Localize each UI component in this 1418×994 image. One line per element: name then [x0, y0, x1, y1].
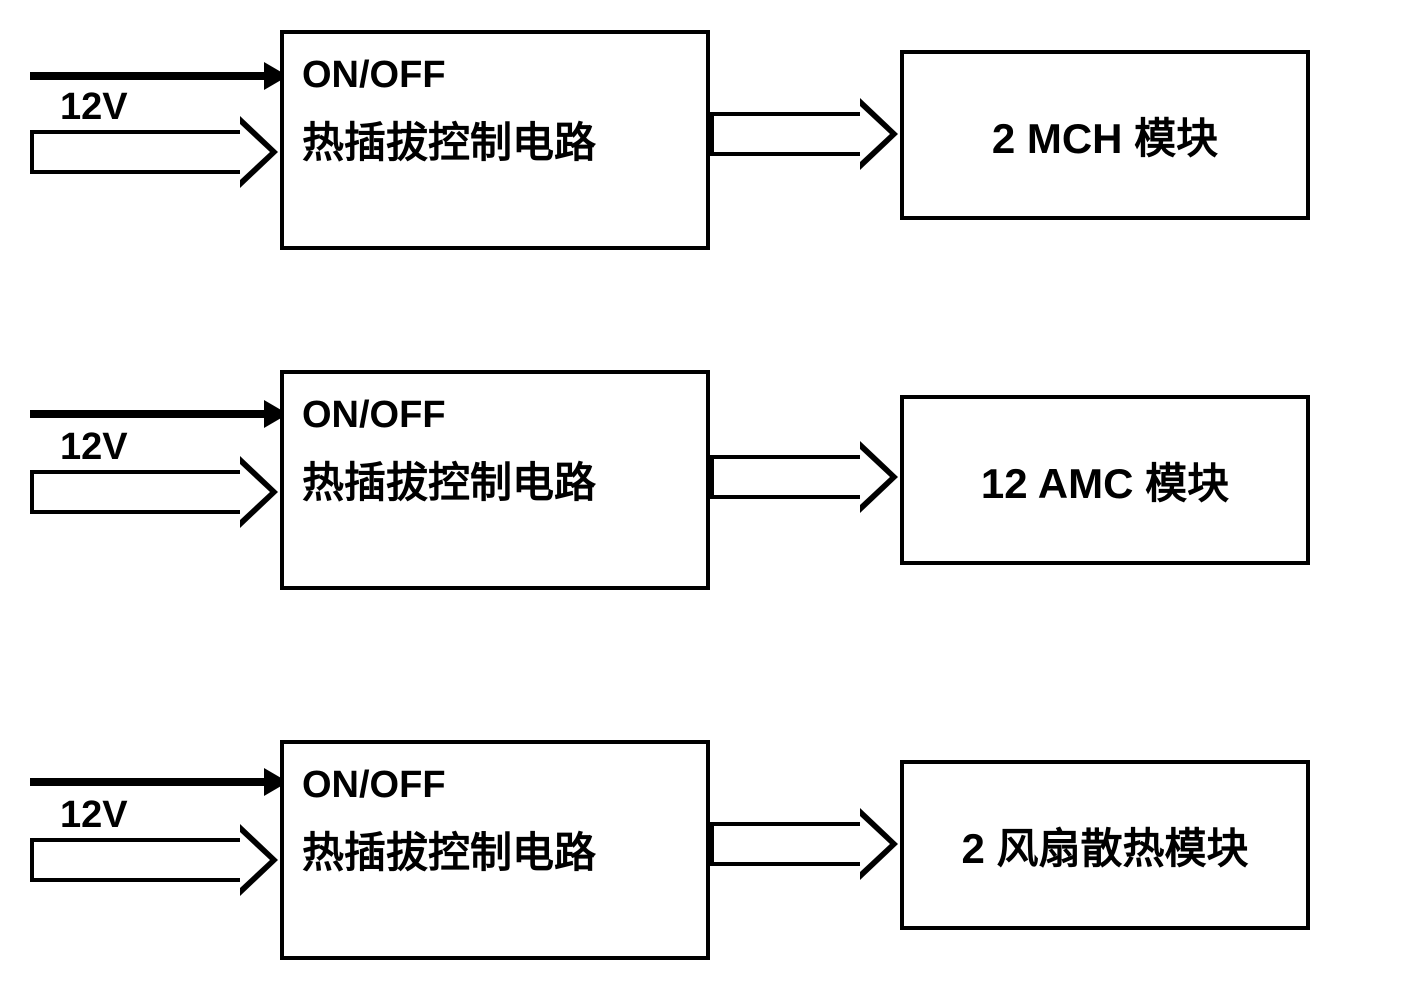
onoff-label-2: ON/OFF [302, 394, 688, 437]
onoff-label-3: ON/OFF [302, 764, 688, 807]
circuit-label-1: 热插拔控制电路 [302, 109, 688, 170]
mch-module-label: 2 MCH 模块 [992, 105, 1218, 166]
circuit-label-2: 热插拔控制电路 [302, 449, 688, 510]
voltage-label-1: 12V [60, 86, 128, 129]
signal-arrow-2 [30, 410, 270, 418]
circuit-label-3: 热插拔控制电路 [302, 819, 688, 880]
hotswap-control-box-2: ON/OFF 热插拔控制电路 [280, 370, 710, 590]
fan-module-label: 2 风扇散热模块 [961, 815, 1248, 876]
voltage-label-2: 12V [60, 426, 128, 469]
amc-module-box: 12 AMC 模块 [900, 395, 1310, 565]
hotswap-control-box-1: ON/OFF 热插拔控制电路 [280, 30, 710, 250]
voltage-label-3: 12V [60, 794, 128, 837]
signal-arrow-3 [30, 778, 270, 786]
onoff-label-1: ON/OFF [302, 54, 688, 97]
amc-module-label: 12 AMC 模块 [981, 450, 1229, 511]
fan-module-box: 2 风扇散热模块 [900, 760, 1310, 930]
hotswap-control-box-3: ON/OFF 热插拔控制电路 [280, 740, 710, 960]
signal-arrow-1 [30, 72, 270, 80]
mch-module-box: 2 MCH 模块 [900, 50, 1310, 220]
